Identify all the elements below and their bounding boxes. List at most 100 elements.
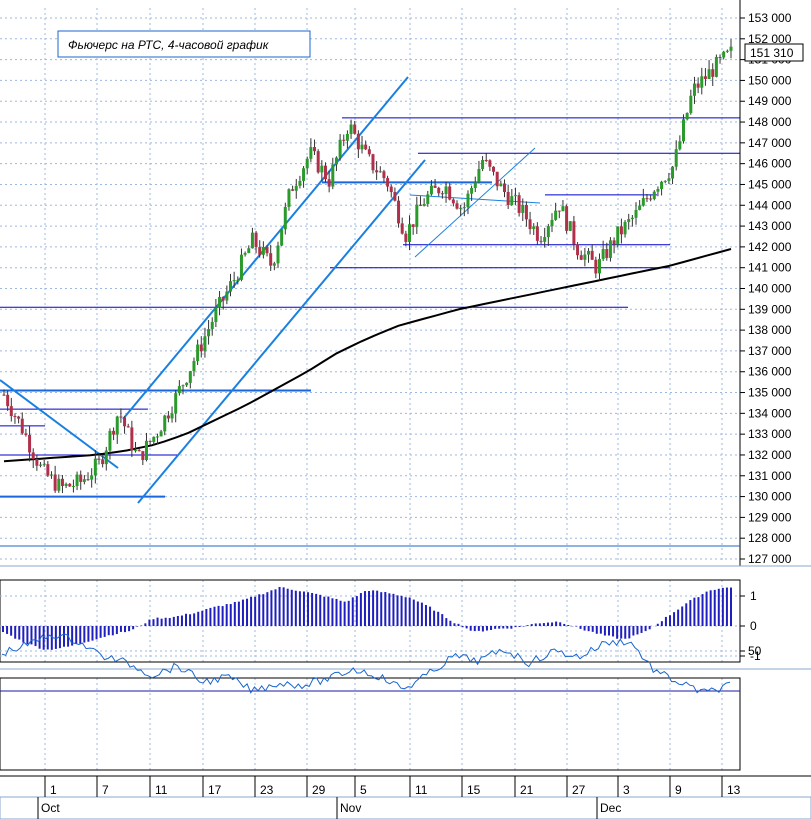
- candle-down: [448, 186, 452, 200]
- candle-down: [605, 249, 609, 258]
- candle-up: [170, 413, 174, 419]
- last-price-tag: [744, 43, 804, 62]
- candle-up: [276, 245, 280, 264]
- candle-down: [221, 296, 225, 301]
- candle-up: [174, 393, 178, 414]
- candle-down: [375, 170, 379, 173]
- candle-down: [565, 206, 569, 231]
- day-label: 23: [260, 783, 274, 797]
- chart-title: Фьючерс на РТС, 4-часовой график: [68, 38, 270, 52]
- candle-up: [714, 56, 718, 77]
- day-label: 9: [675, 783, 682, 797]
- candle-down: [35, 459, 39, 466]
- candle-up: [426, 194, 430, 205]
- candle-up: [597, 258, 601, 274]
- candle-up: [634, 209, 638, 218]
- moving-average: [3, 248, 732, 463]
- candle-up: [513, 195, 517, 197]
- candle-down: [31, 452, 35, 460]
- candle-down: [79, 474, 83, 482]
- candle-up: [247, 248, 251, 254]
- candle-up: [587, 250, 591, 255]
- candle-down: [386, 178, 390, 187]
- candle-down: [97, 458, 101, 460]
- candle-up: [152, 436, 156, 442]
- candle-up: [510, 196, 514, 205]
- candle-up: [349, 124, 353, 134]
- price-tick-label: 147 000: [748, 136, 792, 150]
- candle-down: [437, 187, 441, 194]
- candle-up: [250, 232, 254, 249]
- idx-tick-label: 50: [748, 644, 762, 658]
- candle-up: [261, 246, 265, 255]
- candle-down: [371, 154, 375, 171]
- candle-down: [291, 189, 295, 191]
- candle-down: [6, 394, 10, 407]
- candle-down: [400, 223, 404, 234]
- candle-down: [148, 440, 152, 442]
- candle-up: [280, 229, 284, 246]
- candle-down: [484, 159, 488, 161]
- candle-up: [521, 204, 525, 213]
- price-tick-label: 152 000: [748, 32, 792, 46]
- candle-up: [214, 307, 218, 322]
- candle-up: [627, 219, 631, 222]
- day-label: 7: [102, 783, 109, 797]
- candle-up: [660, 181, 664, 190]
- candle-up: [39, 464, 43, 466]
- candle-up: [181, 385, 185, 387]
- panel-frames: [0, 0, 811, 771]
- candle-up: [232, 280, 236, 282]
- candle-down: [199, 344, 203, 352]
- candle-down: [649, 198, 653, 200]
- candle-down: [576, 244, 580, 256]
- candle-up: [331, 164, 335, 187]
- candle-down: [393, 192, 397, 201]
- candle-up: [444, 186, 448, 195]
- candle-up: [601, 249, 605, 259]
- candle-down: [13, 416, 17, 418]
- price-tick-label: 138 000: [748, 323, 792, 337]
- candle-down: [342, 139, 346, 141]
- candle-up: [638, 205, 642, 210]
- day-label: 3: [623, 783, 630, 797]
- candle-up: [554, 210, 558, 220]
- candle-down: [353, 124, 357, 134]
- day-label: 17: [208, 783, 222, 797]
- candle-down: [126, 426, 130, 428]
- candle-up: [64, 483, 68, 486]
- candle-down: [119, 416, 123, 418]
- candle-down: [382, 171, 386, 179]
- candle-up: [408, 224, 412, 242]
- candle-up: [378, 171, 382, 173]
- candle-down: [141, 451, 145, 461]
- candle-up: [225, 291, 229, 301]
- trend-line: [137, 159, 426, 504]
- price-tick-label: 135 000: [748, 386, 792, 400]
- candle-down: [506, 192, 510, 205]
- candle-up: [360, 144, 364, 150]
- price-tick-label: 133 000: [748, 427, 792, 441]
- candle-down: [258, 247, 262, 255]
- price-grid: [0, 8, 740, 770]
- candle-up: [243, 253, 247, 255]
- candle-up: [159, 431, 163, 437]
- candle-up: [302, 168, 306, 181]
- candle-up: [188, 371, 192, 383]
- candle-up: [663, 180, 667, 182]
- candle-down: [488, 160, 492, 167]
- candle-up: [207, 329, 211, 337]
- candle-up: [163, 415, 167, 432]
- candle-up: [671, 166, 675, 179]
- candle-up: [236, 279, 240, 281]
- osc-tick-label: 0: [750, 619, 757, 633]
- candle-up: [674, 149, 678, 167]
- candle-up: [210, 321, 214, 330]
- candle-up: [532, 226, 536, 230]
- candle-up: [459, 207, 463, 209]
- price-tick-label: 143 000: [748, 219, 792, 233]
- candle-up: [294, 185, 298, 191]
- candle-down: [112, 430, 116, 435]
- month-label: Dec: [600, 801, 621, 815]
